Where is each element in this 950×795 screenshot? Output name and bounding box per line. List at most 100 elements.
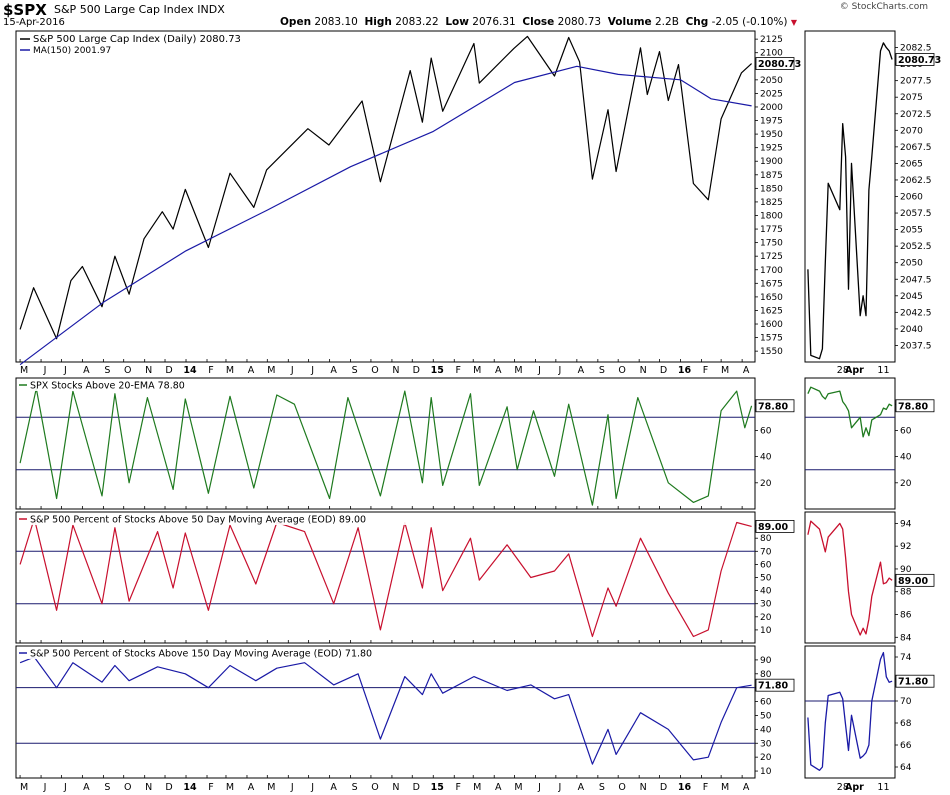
y-tick-label: 20 [760, 613, 772, 623]
y-tick-label: 1650 [760, 293, 783, 303]
y-tick-label: 2057.5 [900, 209, 932, 219]
y-tick-label: 2100 [760, 49, 783, 59]
y-tick-label: 60 [760, 698, 772, 708]
y-tick-label: 2055 [900, 226, 923, 236]
low-value: 2076.31 [472, 16, 516, 28]
y-tick-label: 1775 [760, 225, 783, 235]
x-tick-label: M [20, 782, 28, 793]
y-tick-label: 1550 [760, 347, 783, 357]
y-tick-label: 1850 [760, 184, 783, 194]
x-tick-label: F [703, 782, 708, 793]
x-tick-label: N [145, 782, 152, 793]
x-tick-label: 14 [183, 782, 197, 793]
y-tick-label: 68 [900, 719, 912, 729]
indicator-title-bg [17, 647, 434, 659]
y-tick-label: 2075 [900, 93, 923, 103]
close-label: Close [522, 16, 555, 28]
y-tick-label: 10 [760, 767, 772, 777]
y-tick-label: 94 [900, 519, 912, 529]
y-tick-label: 1700 [760, 266, 783, 276]
x-tick-label: J [63, 365, 67, 376]
x-tick-label: M [267, 365, 275, 376]
y-tick-label: 40 [760, 725, 772, 735]
zoom-x-tick-label: Apr [845, 782, 864, 793]
x-tick-label: J [537, 365, 541, 376]
last-value-box [895, 674, 935, 688]
x-tick-label: S [599, 782, 605, 793]
x-tick-label: J [537, 782, 541, 793]
series-line [807, 386, 893, 438]
y-tick-label: 2082.5 [900, 44, 932, 54]
ohlc-readout: Open 2083.10 High 2083.22 Low 2076.31 Cl… [280, 16, 797, 28]
x-tick-label: N [392, 782, 399, 793]
y-tick-label: 80 [760, 534, 772, 544]
chart-date: 15-Apr-2016 [3, 17, 65, 28]
y-tick-label: 2042.5 [900, 308, 932, 318]
y-tick-label: 1625 [760, 306, 783, 316]
last-value-box [755, 57, 795, 70]
last-value-label: 2080.73 [898, 55, 941, 66]
x-tick-label: 16 [678, 782, 692, 793]
y-tick-label: 1800 [760, 211, 783, 221]
zoom-panel-frame [804, 511, 896, 644]
x-tick-label: S [352, 782, 358, 793]
x-tick-label: M [226, 782, 234, 793]
x-tick-label: J [310, 365, 314, 376]
y-tick-label: 50 [760, 574, 772, 584]
high-label: High [364, 16, 392, 28]
y-tick-label: 1675 [760, 279, 783, 289]
zoom-x-tick-label: Apr [845, 365, 864, 376]
x-tick-label: J [43, 365, 47, 376]
y-tick-label: 2045 [900, 292, 923, 302]
x-tick-label: A [330, 782, 337, 793]
x-tick-label: J [557, 365, 561, 376]
y-tick-label: 1750 [760, 239, 783, 249]
indicator-title: S&P 500 Percent of Stocks Above 50 Day M… [30, 515, 366, 526]
y-tick-label: 2040 [900, 325, 923, 335]
x-tick-label: F [703, 365, 708, 376]
x-tick-label: S [599, 365, 605, 376]
price-legend-bg [17, 32, 277, 56]
last-value-box [895, 399, 935, 413]
x-tick-label: 15 [431, 365, 444, 376]
x-tick-label: D [165, 365, 172, 376]
y-tick-label: 90 [900, 565, 912, 575]
x-tick-label: J [290, 782, 294, 793]
x-tick-label: 15 [431, 782, 444, 793]
x-tick-label: F [456, 782, 461, 793]
x-tick-label: S [104, 782, 110, 793]
series-line [807, 520, 893, 636]
change-label: Chg [685, 16, 709, 28]
x-tick-label: F [456, 365, 461, 376]
series-line [19, 517, 752, 638]
y-tick-label: 80 [760, 670, 772, 680]
x-tick-label: A [83, 782, 90, 793]
last-value-label: 2080.73 [758, 59, 801, 70]
indicator-title-bg [17, 379, 208, 391]
zoom-panel-frame [804, 645, 896, 779]
x-tick-label: 14 [183, 365, 197, 376]
security-name: S&P 500 Large Cap Index INDX [54, 3, 225, 16]
last-value-box [755, 678, 795, 692]
y-tick-label: 30 [760, 600, 772, 610]
y-tick-label: 60 [760, 560, 772, 570]
x-tick-label: J [63, 782, 67, 793]
indicator-title-bg [17, 513, 428, 525]
x-tick-label: M [226, 365, 234, 376]
x-tick-label: D [660, 365, 667, 376]
ticker-symbol: $SPX [3, 1, 47, 19]
zoom-panel-frame [804, 377, 896, 510]
series-line [807, 651, 893, 771]
x-tick-label: A [83, 365, 90, 376]
zoom-x-tick-label: 11 [877, 782, 889, 793]
last-value-box [755, 520, 795, 533]
x-tick-label: J [557, 782, 561, 793]
last-value-box [755, 399, 795, 413]
volume-value: 2.2B [655, 16, 679, 28]
y-tick-label: 1925 [760, 144, 783, 154]
series-line [19, 387, 753, 506]
low-label: Low [445, 16, 469, 28]
last-value-box [895, 53, 935, 66]
stockcharts-brand[interactable]: © StockCharts.com [839, 2, 928, 12]
